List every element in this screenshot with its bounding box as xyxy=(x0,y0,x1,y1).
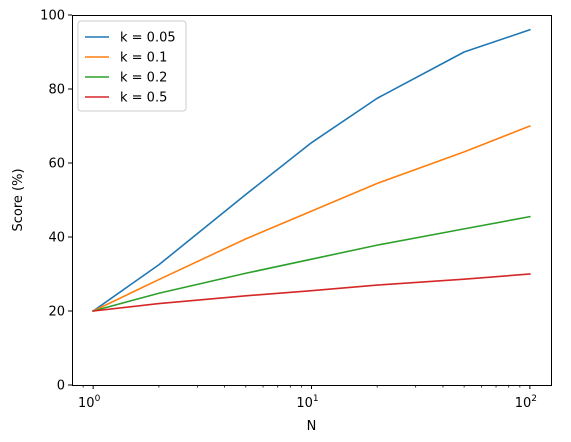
y-tick-label-3: 60 xyxy=(48,157,65,172)
x-axis: 100 101 102 xyxy=(78,385,537,411)
y-axis-label: Score (%) xyxy=(11,168,26,231)
series-line-2 xyxy=(92,215,531,312)
legend-label-3: k = 0.5 xyxy=(120,91,167,106)
legend-label-2: k = 0.2 xyxy=(120,71,167,86)
series-line-0 xyxy=(92,28,531,313)
legend-box xyxy=(77,20,187,112)
y-tick-label-2: 40 xyxy=(48,231,65,246)
y-tick-label-4: 80 xyxy=(48,83,65,98)
legend-label-0: k = 0.05 xyxy=(120,31,176,46)
y-axis: 0 20 40 60 80 100 xyxy=(40,9,72,394)
series-line-1 xyxy=(92,124,531,313)
y-tick-label-1: 20 xyxy=(48,305,65,320)
legend-label-1: k = 0.1 xyxy=(120,51,167,66)
x-tick-label-2: 102 xyxy=(515,394,537,411)
x-tick-label-1: 101 xyxy=(296,394,318,411)
series-line-3 xyxy=(92,273,531,312)
x-tick-label-0: 100 xyxy=(78,394,101,411)
y-tick-label-0: 0 xyxy=(57,379,65,394)
y-tick-label-5: 100 xyxy=(40,9,65,24)
legend: k = 0.05 k = 0.1 k = 0.2 k = 0.5 xyxy=(77,20,187,112)
series-lines xyxy=(92,28,531,313)
x-axis-label: N xyxy=(307,419,317,434)
